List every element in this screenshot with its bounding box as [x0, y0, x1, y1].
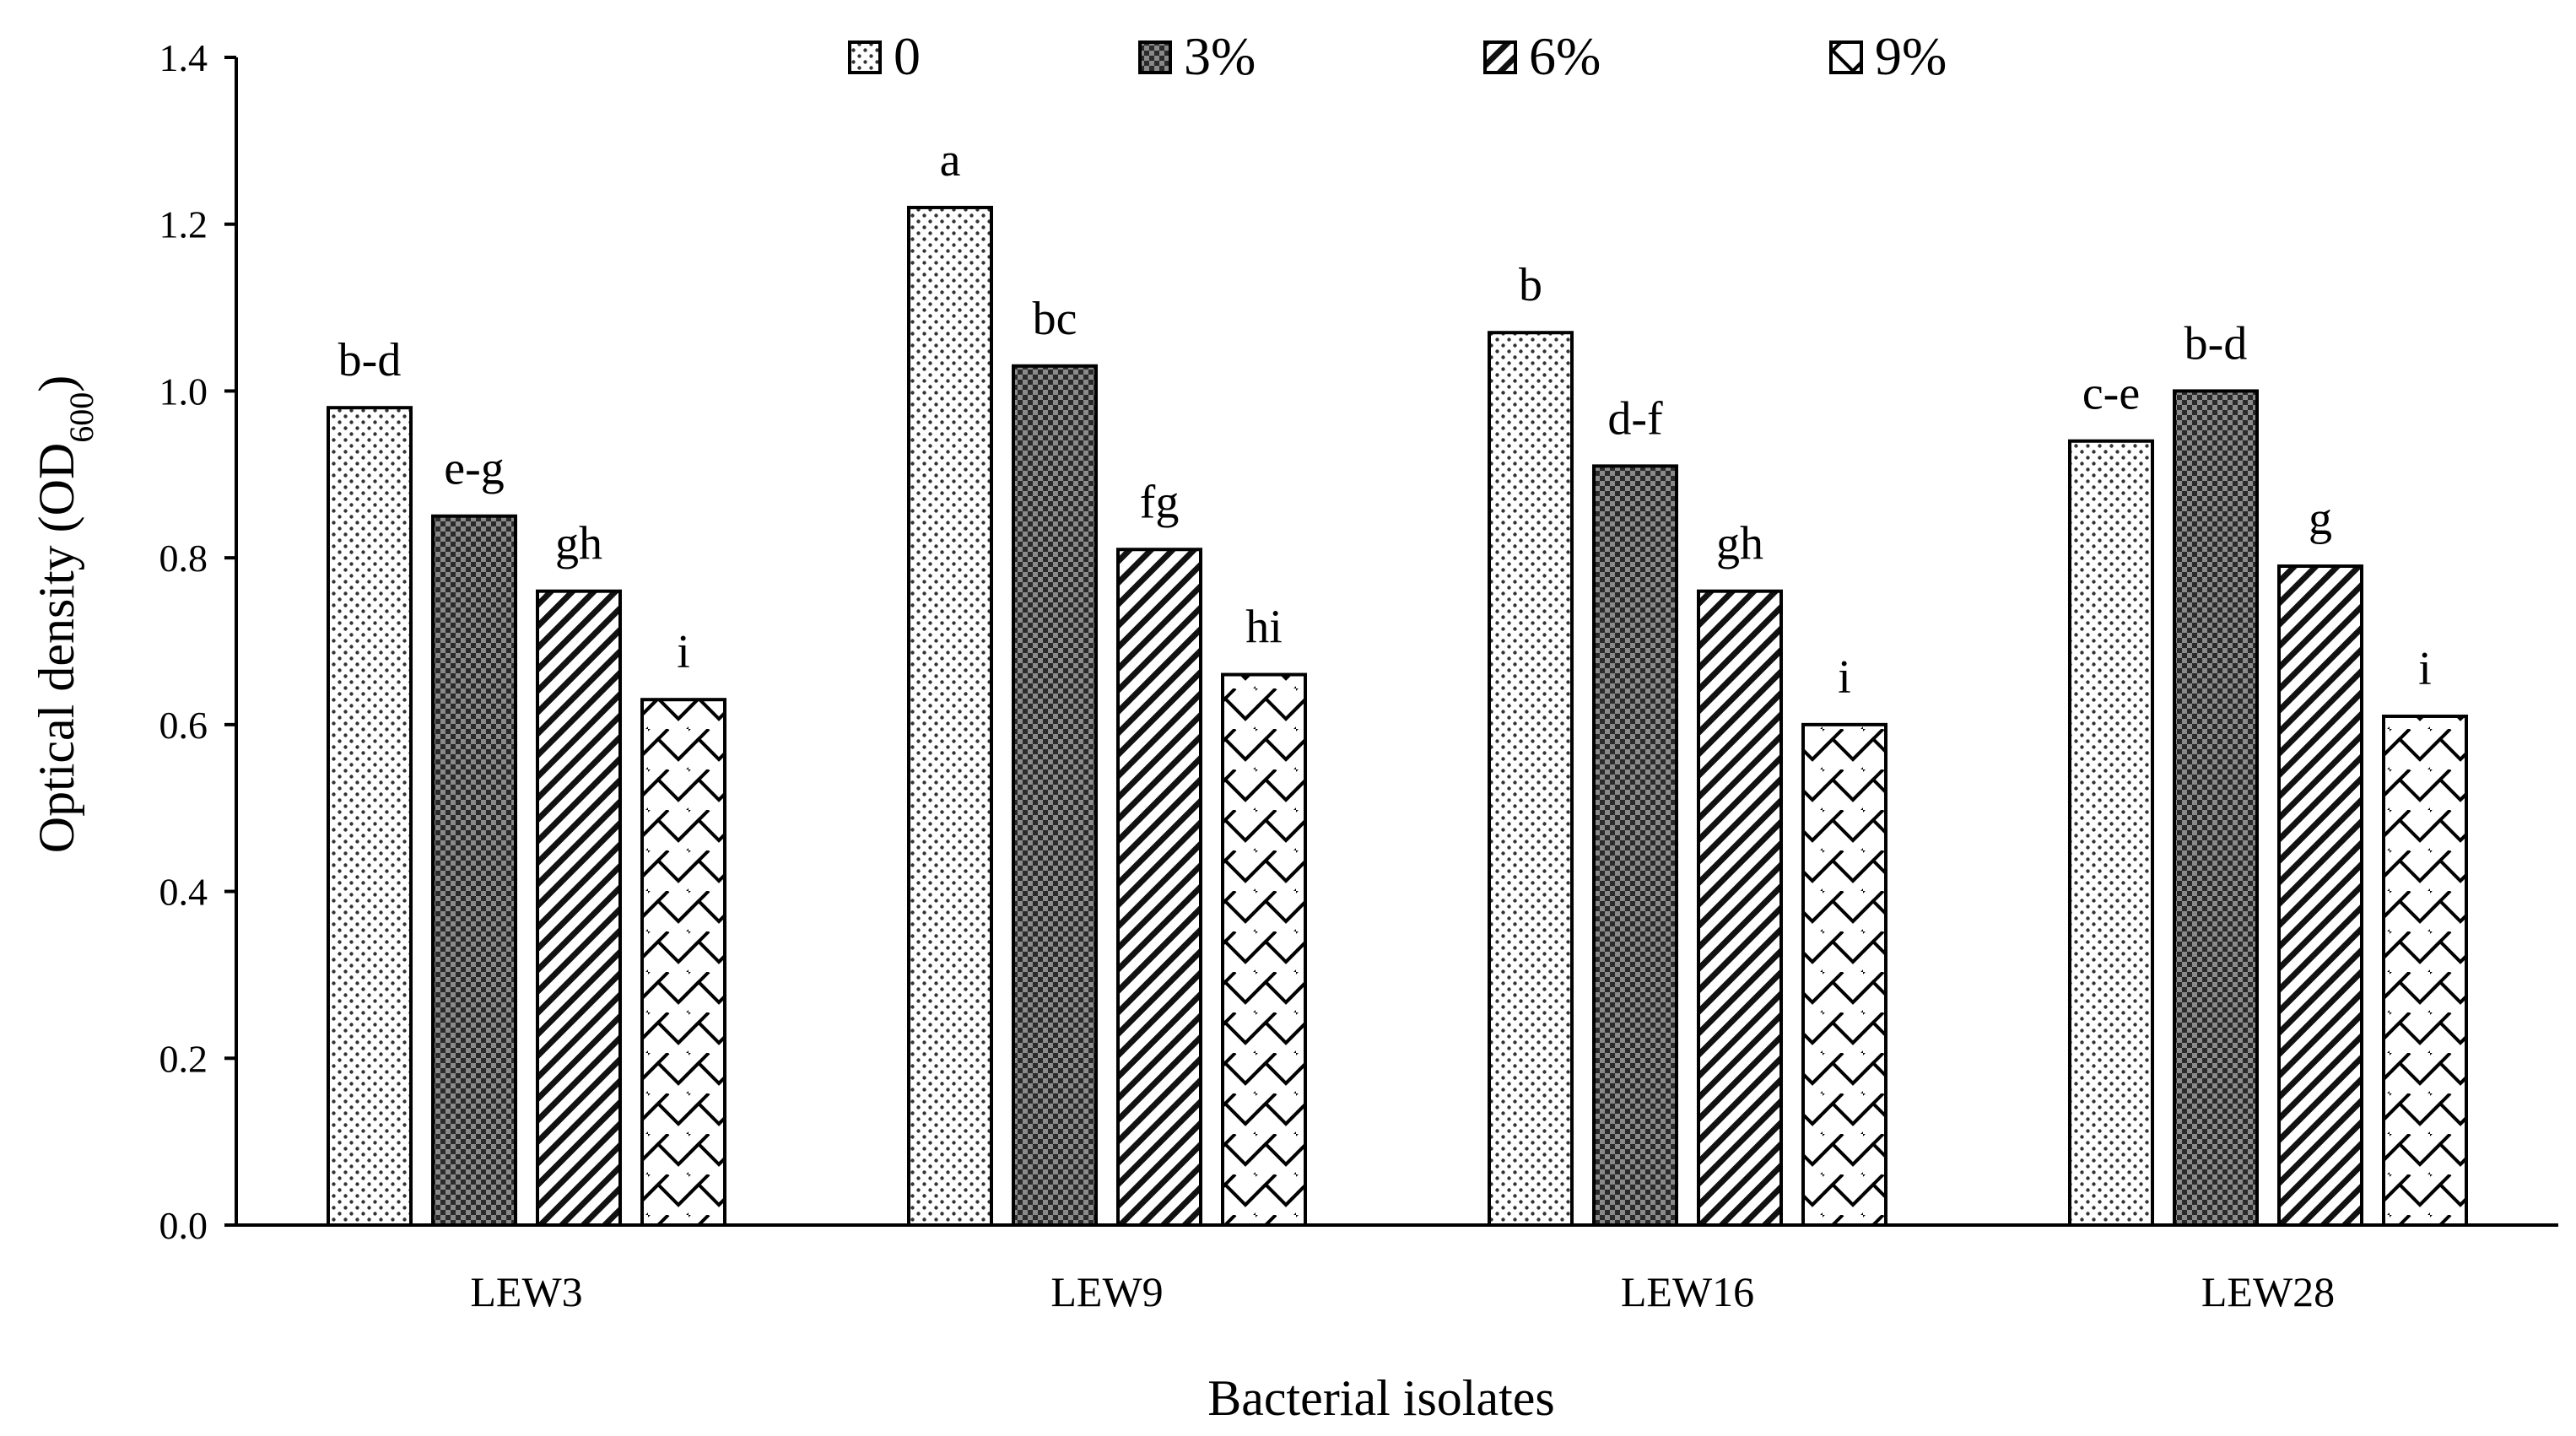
bar-lew9-0: [907, 205, 993, 1227]
x-axis-title: Bacterial isolates: [1207, 1370, 1555, 1426]
bar-lew16-0: [1488, 331, 1574, 1228]
significance-label: gh: [555, 518, 602, 570]
legend-swatch: [848, 40, 882, 74]
bar-lew9-2: [1116, 548, 1202, 1227]
legend-label: 9%: [1875, 26, 1947, 86]
bar-lew16-2: [1697, 589, 1783, 1227]
bar-lew28-1: [2173, 389, 2259, 1227]
legend-swatch: [1829, 40, 1863, 74]
significance-label: i: [2418, 643, 2432, 695]
significance-label: i: [677, 626, 690, 678]
significance-label: bc: [1033, 293, 1077, 345]
significance-labels: b-d e-g gh i a bc fg hi b d-f gh i c-e b-d g i: [338, 134, 2432, 704]
legend-swatch: [1483, 40, 1517, 74]
bar-lew3-2: [536, 589, 622, 1227]
y-tick-label: 1.0: [159, 370, 208, 413]
bar-lew28-3: [2382, 714, 2468, 1227]
bar-lew9-1: [1012, 364, 1098, 1227]
legend-label: 3%: [1184, 26, 1256, 86]
legend-label: 6%: [1529, 26, 1601, 86]
bar-lew28-2: [2277, 564, 2363, 1227]
bar-lew3-0: [327, 406, 413, 1227]
bar-lew16-1: [1592, 464, 1678, 1227]
legend-swatch: [1138, 40, 1172, 74]
legend: 0 3% 6% 9%: [848, 26, 1947, 86]
bar-lew9-3: [1221, 672, 1307, 1227]
y-tick-label: 0.4: [159, 871, 208, 914]
y-tick-label: 0.6: [159, 704, 208, 747]
y-tick-label: 0.0: [159, 1204, 208, 1247]
y-axis-title-main: Optical density (OD: [29, 443, 84, 854]
significance-label: hi: [1245, 602, 1283, 654]
legend-label: 0: [894, 26, 921, 86]
x-tick-label: LEW28: [2201, 1268, 2335, 1315]
bar-lew16-3: [1801, 722, 1887, 1227]
x-tick-label: LEW3: [470, 1268, 582, 1315]
significance-label: b: [1519, 259, 1542, 311]
significance-label: a: [940, 134, 961, 186]
significance-label: d-f: [1607, 392, 1663, 445]
y-axis-title-close: ): [29, 375, 84, 392]
bar-lew28-0: [2068, 439, 2154, 1227]
y-axis-title: Optical density (OD600): [29, 375, 100, 854]
x-tick-label: LEW9: [1050, 1268, 1163, 1315]
bar-lew3-3: [640, 698, 726, 1227]
significance-label: c-e: [2082, 368, 2140, 420]
bar-lew3-1: [431, 514, 517, 1227]
significance-label: b-d: [2184, 317, 2248, 370]
category-labels: LEW3 LEW9 LEW16 LEW28: [470, 1268, 2335, 1315]
significance-label: g: [2309, 493, 2332, 545]
y-tick-label: 0.2: [159, 1037, 208, 1080]
y-tick-label: 1.2: [159, 203, 208, 246]
significance-label: gh: [1716, 518, 1763, 570]
significance-label: e-g: [444, 443, 505, 495]
x-tick-label: LEW16: [1621, 1268, 1754, 1315]
y-axis-title-sub: 600: [62, 392, 100, 443]
bars: [327, 205, 2468, 1228]
significance-label: i: [1838, 651, 1851, 704]
y-tick-label: 1.4: [159, 36, 208, 79]
y-tick-label: 0.8: [159, 537, 208, 580]
significance-label: fg: [1140, 476, 1180, 528]
significance-label: b-d: [338, 334, 402, 386]
axes: [235, 57, 2558, 1227]
y-ticks: 0.0 0.2 0.4 0.6 0.8 1.0 1.2 1.4: [159, 36, 236, 1247]
